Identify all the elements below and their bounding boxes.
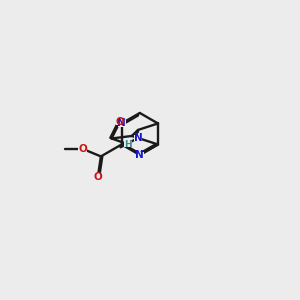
Text: N: N xyxy=(135,150,144,160)
Bar xyxy=(79,146,87,152)
Bar xyxy=(134,135,142,141)
Text: O: O xyxy=(78,144,87,154)
Bar xyxy=(118,120,126,127)
Text: N: N xyxy=(134,133,142,143)
Text: N: N xyxy=(117,118,126,128)
Text: H: H xyxy=(124,140,132,149)
Bar xyxy=(116,118,124,125)
Text: O: O xyxy=(94,172,102,182)
Bar xyxy=(94,173,102,180)
Bar xyxy=(124,141,132,148)
Bar xyxy=(136,152,144,158)
Text: O: O xyxy=(116,116,124,127)
